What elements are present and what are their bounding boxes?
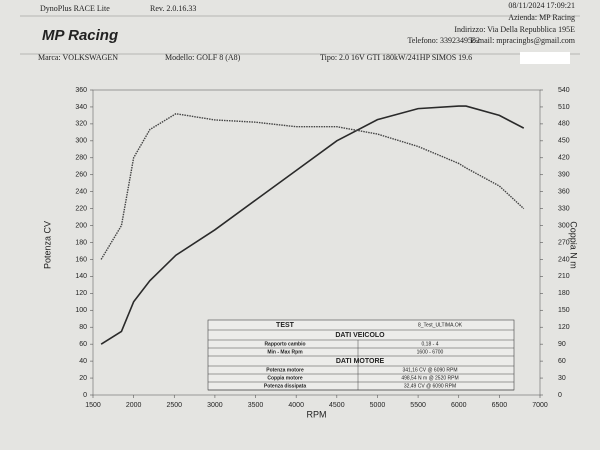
- table-section: DATI VEICOLO: [335, 332, 385, 339]
- y-tick-label: 220: [75, 205, 87, 212]
- y-tick-label: 20: [79, 375, 87, 382]
- y2-tick-label: 240: [558, 256, 570, 263]
- make: Marca: VOLKSWAGEN: [38, 53, 118, 62]
- y2-tick-label: 510: [558, 104, 570, 111]
- table-label: TEST: [276, 322, 295, 329]
- phone: Telefono: 3392349582: [407, 36, 480, 45]
- revision: Rev. 2.0.16.33: [150, 4, 196, 13]
- y2-tick-label: 60: [558, 358, 566, 365]
- y-tick-label: 300: [75, 138, 87, 145]
- x-tick-label: 3500: [248, 402, 264, 409]
- table-value: 8_Test_ULTIMA.OK: [418, 322, 463, 328]
- redaction: [520, 52, 570, 64]
- table-label: Potenza dissipata: [264, 383, 306, 389]
- email: E-mail: mpracingbs@gmail.com: [470, 36, 575, 45]
- address: Indirizzo: Via Della Repubblica 195E: [454, 25, 575, 34]
- table-label: Coppia motore: [267, 375, 302, 381]
- table-value: 0,18 - 4: [422, 341, 439, 347]
- x-tick-label: 6500: [492, 402, 508, 409]
- y-tick-label: 180: [75, 239, 87, 246]
- table-label: Min - Max Rpm: [267, 349, 303, 355]
- x-tick-label: 2500: [166, 402, 182, 409]
- y2-tick-label: 120: [558, 324, 570, 331]
- table-value: 1600 - 6700: [417, 349, 444, 355]
- software: DynoPlus RACE Lite: [40, 4, 110, 13]
- y2-tick-label: 540: [558, 87, 570, 94]
- y2-tick-label: 390: [558, 172, 570, 179]
- y2-tick-label: 300: [558, 222, 570, 229]
- x-tick-label: 4500: [329, 402, 345, 409]
- x-tick-label: 6000: [451, 402, 467, 409]
- x-axis-label: RPM: [307, 409, 327, 419]
- x-tick-label: 7000: [532, 402, 548, 409]
- y-tick-label: 280: [75, 155, 87, 162]
- y-tick-label: 260: [75, 172, 87, 179]
- y-tick-label: 360: [75, 87, 87, 94]
- y2-tick-label: 330: [558, 205, 570, 212]
- y2-tick-label: 360: [558, 189, 570, 196]
- y2-tick-label: 420: [558, 155, 570, 162]
- x-tick-label: 5500: [410, 402, 426, 409]
- y-tick-label: 320: [75, 121, 87, 128]
- y2-tick-label: 90: [558, 341, 566, 348]
- table-value: 32,49 CV @ 6090 RPM: [404, 383, 456, 389]
- y-tick-label: 240: [75, 189, 87, 196]
- y-tick-label: 60: [79, 341, 87, 348]
- datetime: 08/11/2024 17:09:21: [508, 1, 575, 10]
- table-label: Rapporto cambio: [264, 341, 305, 347]
- y-tick-label: 160: [75, 256, 87, 263]
- company: Azienda: MP Racing: [508, 13, 575, 22]
- logo: MP Racing: [42, 27, 118, 44]
- y-tick-label: 200: [75, 222, 87, 229]
- y-tick-label: 0: [83, 392, 87, 399]
- y2-tick-label: 480: [558, 121, 570, 128]
- model: Modello: GOLF 8 (A8): [165, 53, 241, 62]
- table-section: DATI MOTORE: [336, 358, 385, 365]
- engine: Tipo: 2.0 16V GTI 180kW/241HP SIMOS 19.6: [320, 53, 472, 62]
- y2-tick-label: 270: [558, 239, 570, 246]
- y2-tick-label: 450: [558, 138, 570, 145]
- series-line: [100, 105, 525, 345]
- y-tick-label: 80: [79, 324, 87, 331]
- y2-tick-label: 210: [558, 273, 570, 280]
- x-tick-label: 3000: [207, 402, 223, 409]
- x-tick-label: 5000: [370, 402, 386, 409]
- y-tick-label: 120: [75, 290, 87, 297]
- x-tick-label: 1500: [85, 402, 101, 409]
- y2-tick-label: 150: [558, 307, 570, 314]
- table-value: 498,54 N m @ 2520 RPM: [401, 375, 458, 381]
- y2-tick-label: 0: [558, 392, 562, 399]
- y-tick-label: 40: [79, 358, 87, 365]
- x-tick-label: 4000: [288, 402, 304, 409]
- y2-tick-label: 180: [558, 290, 570, 297]
- x-tick-label: 2000: [126, 402, 142, 409]
- y-tick-label: 340: [75, 104, 87, 111]
- y2-axis-label: Coppia N m: [569, 221, 579, 269]
- y-tick-label: 140: [75, 273, 87, 280]
- y-axis-label: Potenza CV: [42, 221, 52, 269]
- table-value: 341,16 CV @ 6090 RPM: [402, 367, 457, 373]
- table-label: Potenza motore: [266, 367, 304, 373]
- y-tick-label: 100: [75, 307, 87, 314]
- info-table: [207, 319, 515, 391]
- y2-tick-label: 30: [558, 375, 566, 382]
